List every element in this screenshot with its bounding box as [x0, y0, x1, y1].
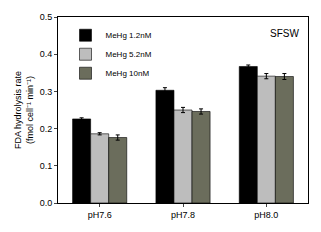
svg-text:0.4: 0.4 [40, 49, 53, 59]
svg-text:SFSW: SFSW [270, 28, 299, 39]
svg-text:pH7.6: pH7.6 [88, 210, 112, 220]
svg-text:MeHg 10nM: MeHg 10nM [106, 69, 150, 78]
svg-text:MeHg 5.2nM: MeHg 5.2nM [106, 50, 152, 59]
svg-text:0.1: 0.1 [40, 161, 53, 171]
svg-text:pH8.0: pH8.0 [254, 210, 278, 220]
svg-text:0.0: 0.0 [40, 198, 53, 208]
svg-text:FDA hydrolysis rate(fmol cell⁻: FDA hydrolysis rate(fmol cell⁻¹ min⁻¹) [13, 71, 35, 149]
svg-text:0.5: 0.5 [40, 12, 53, 22]
svg-text:0.2: 0.2 [40, 124, 53, 134]
svg-text:MeHg 1.2nM: MeHg 1.2nM [106, 31, 152, 40]
svg-text:pH7.8: pH7.8 [171, 210, 195, 220]
svg-text:0.3: 0.3 [40, 87, 53, 97]
